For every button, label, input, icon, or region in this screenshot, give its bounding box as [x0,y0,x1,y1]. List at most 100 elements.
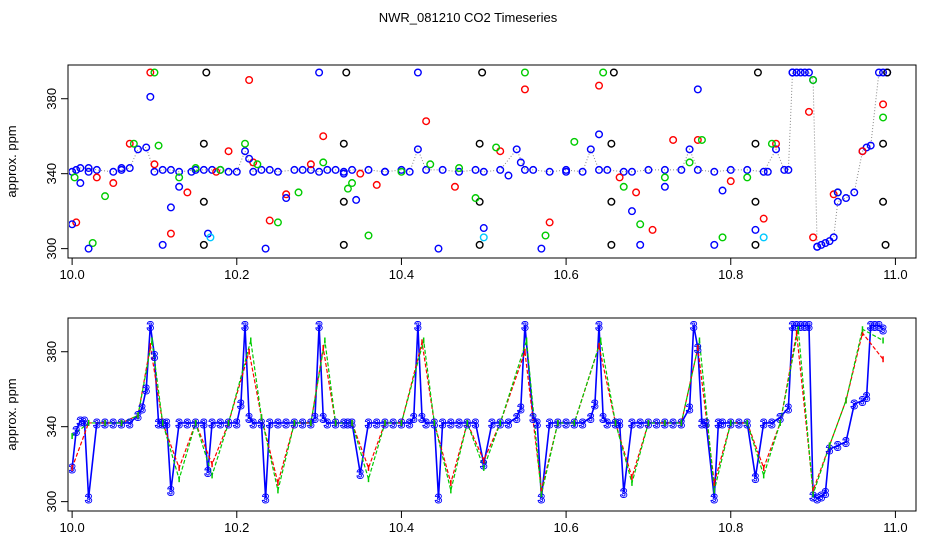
data-point [475,197,484,206]
data-point-label: 3 [423,416,430,431]
data-point [726,177,735,186]
data-point [759,167,768,176]
data-point [315,167,324,176]
data-point [479,167,488,176]
data-point-label: 3 [340,416,347,431]
data-point-label: 3 [390,416,397,431]
data-point [265,165,274,174]
data-point-label: 3 [204,465,211,480]
data-point [253,160,262,169]
data-point-label: 3 [546,416,553,431]
data-point [348,165,357,174]
data-point-label: 3 [859,393,866,408]
data-point-label: 3 [126,416,133,431]
data-point [743,173,752,182]
y-tick-label: 380 [44,88,59,110]
data-point [315,68,324,77]
data-point-label: 3 [176,416,183,431]
data-point [619,182,628,191]
data-point [265,216,274,225]
data-point-label: 3 [167,483,174,498]
data-point-label: 3 [324,416,331,431]
data-point [475,240,484,249]
data-point-label: 3 [760,416,767,431]
data-point-label: 3 [455,416,462,431]
data-point-label: 3 [653,416,660,431]
data-point-label: 3 [579,416,586,431]
data-point [187,167,196,176]
data-point-label: 3 [311,410,318,425]
data-point-label: 3 [818,489,825,504]
data-point-label: 3 [513,410,520,425]
data-point-label: 3 [163,416,170,431]
data-point [405,167,414,176]
data-point [677,165,686,174]
data-point [298,165,307,174]
x-tick-label: 10.2 [224,267,249,282]
data-point-label: 3 [534,416,541,431]
data-point [866,141,875,150]
data-point [92,173,101,182]
data-point [331,165,340,174]
data-point [342,68,351,77]
data-point-label: 3 [184,416,191,431]
data-point [685,145,694,154]
data-point-label: 3 [863,390,870,405]
data-point [710,240,719,249]
data-point [455,167,464,176]
data-point-label: 3 [315,318,322,333]
data-point [763,167,772,176]
data-point-label: 3 [752,470,759,485]
data-point [496,147,505,156]
data-point [92,165,101,174]
data-point [520,68,529,77]
data-point-label: 3 [274,416,281,431]
data-point-label: 3 [842,435,849,450]
data-point [718,186,727,195]
data-point-label: 3 [628,416,635,431]
data-point [636,220,645,229]
data-point-label: 3 [246,410,253,425]
plot-frame [67,64,917,259]
data-point-label: 3 [801,318,808,333]
data-point-label: 3 [587,410,594,425]
data-point [627,167,636,176]
data-point [879,139,888,148]
data-point-label: 3 [266,416,273,431]
data-point [72,218,81,227]
data-point [117,164,126,173]
data-point [492,143,501,152]
data-point [69,220,77,229]
data-point [88,239,97,248]
data-point [101,192,110,201]
data-point [660,182,669,191]
data-point [743,165,752,174]
y-tick-label: 300 [44,491,59,513]
data-point [879,100,888,109]
data-point [245,154,254,163]
x-tick-label: 10.8 [718,520,743,535]
data-point-label: 3 [637,416,644,431]
data-point-label: 3 [785,401,792,416]
data-point [850,188,859,197]
data-point [784,165,793,174]
data-point [512,145,521,154]
data-point [829,233,838,242]
data-point [829,190,838,199]
data-point [372,180,381,189]
data-point-label: 3 [591,397,598,412]
data-point [471,194,480,203]
data-point-label: 3 [600,410,607,425]
data-point [545,218,554,227]
data-point [199,197,208,206]
data-point [352,195,361,204]
data-point-label: 3 [472,416,479,431]
data-point [570,137,579,146]
data-point [109,179,118,188]
data-point [759,214,768,223]
data-point-label: 3 [250,416,257,431]
data-point [224,147,233,156]
data-point [84,167,93,176]
data-point [751,240,760,249]
data-point [438,165,447,174]
